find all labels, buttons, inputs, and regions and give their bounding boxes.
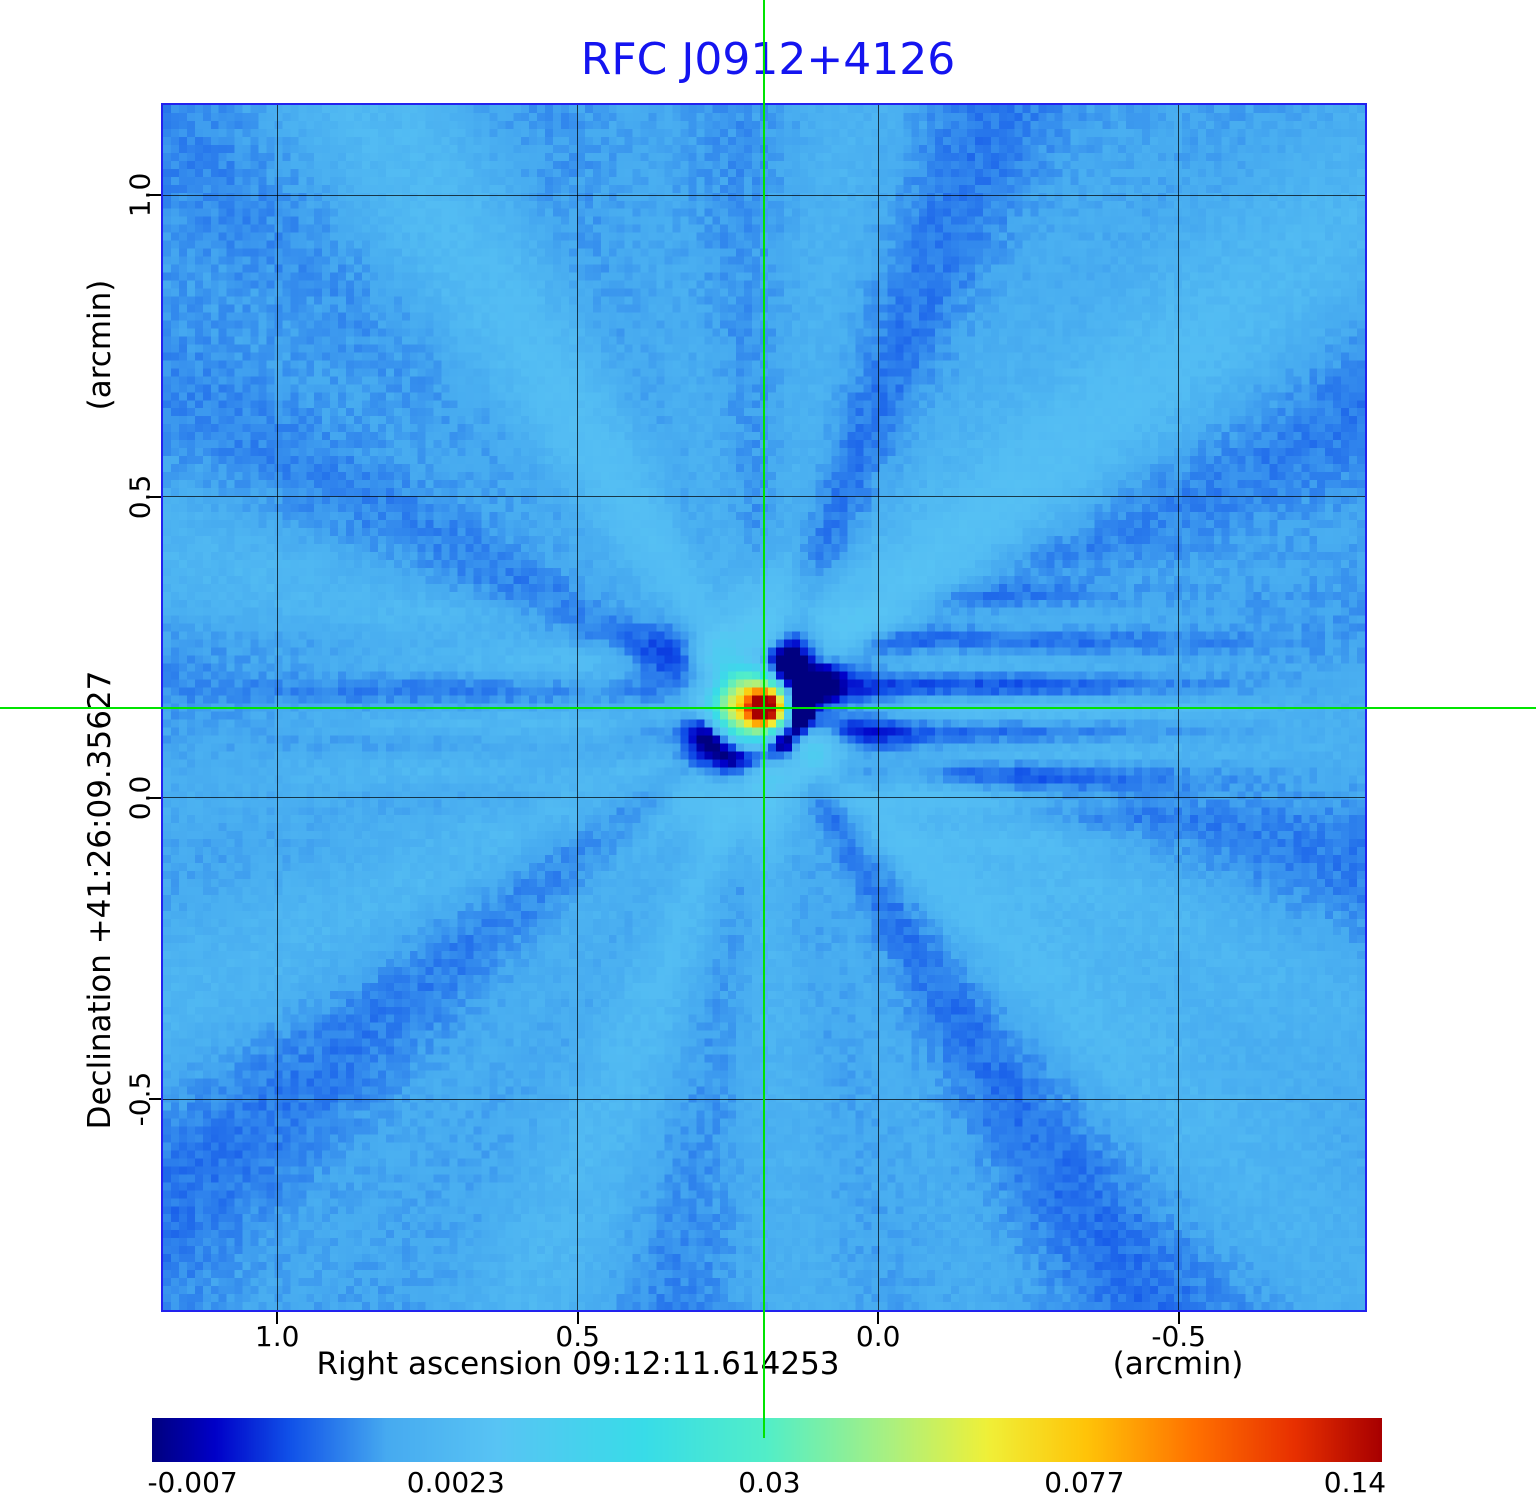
y-tick-mark [149, 796, 161, 799]
colorbar-tick-label: 0.077 [1044, 1466, 1125, 1499]
x-tick-mark [276, 1312, 279, 1324]
x-axis-label: Right ascension 09:12:11.614253 [316, 1346, 840, 1382]
y-tick-label: 1.0 [123, 173, 157, 218]
y-tick-mark [149, 194, 161, 197]
x-tick-label: 0.0 [855, 1320, 901, 1353]
x-tick-label: 1.0 [254, 1320, 300, 1353]
colorbar-tick-label: -0.007 [147, 1466, 238, 1499]
plot-title: RFC J0912+4126 [580, 34, 956, 85]
x-axis-unit: (arcmin) [1112, 1346, 1244, 1382]
x-tick-mark [877, 1312, 880, 1324]
crosshair-vertical-line [763, 0, 765, 1438]
crosshair-horizontal-line [0, 706, 1536, 709]
colorbar-gradient [152, 1418, 1382, 1462]
y-tick-label: 0.5 [123, 474, 157, 519]
y-tick-label: -0.5 [123, 1071, 157, 1127]
y-axis-unit: (arcmin) [82, 279, 118, 411]
x-tick-mark [576, 1312, 579, 1324]
y-tick-label: 0.0 [123, 775, 157, 821]
y-tick-mark [149, 1098, 161, 1101]
x-tick-mark [1177, 1312, 1180, 1324]
y-axis-label: Declination +41:26:09.35627 [82, 670, 118, 1130]
colorbar-tick-label: 0.03 [738, 1466, 801, 1499]
colorbar-tick-label: 0.14 [1323, 1466, 1387, 1499]
x-tick-label: -0.5 [1151, 1320, 1207, 1353]
colorbar-tick-label: 0.0023 [406, 1466, 505, 1499]
x-tick-label: 0.5 [555, 1320, 600, 1353]
y-tick-mark [149, 495, 161, 498]
